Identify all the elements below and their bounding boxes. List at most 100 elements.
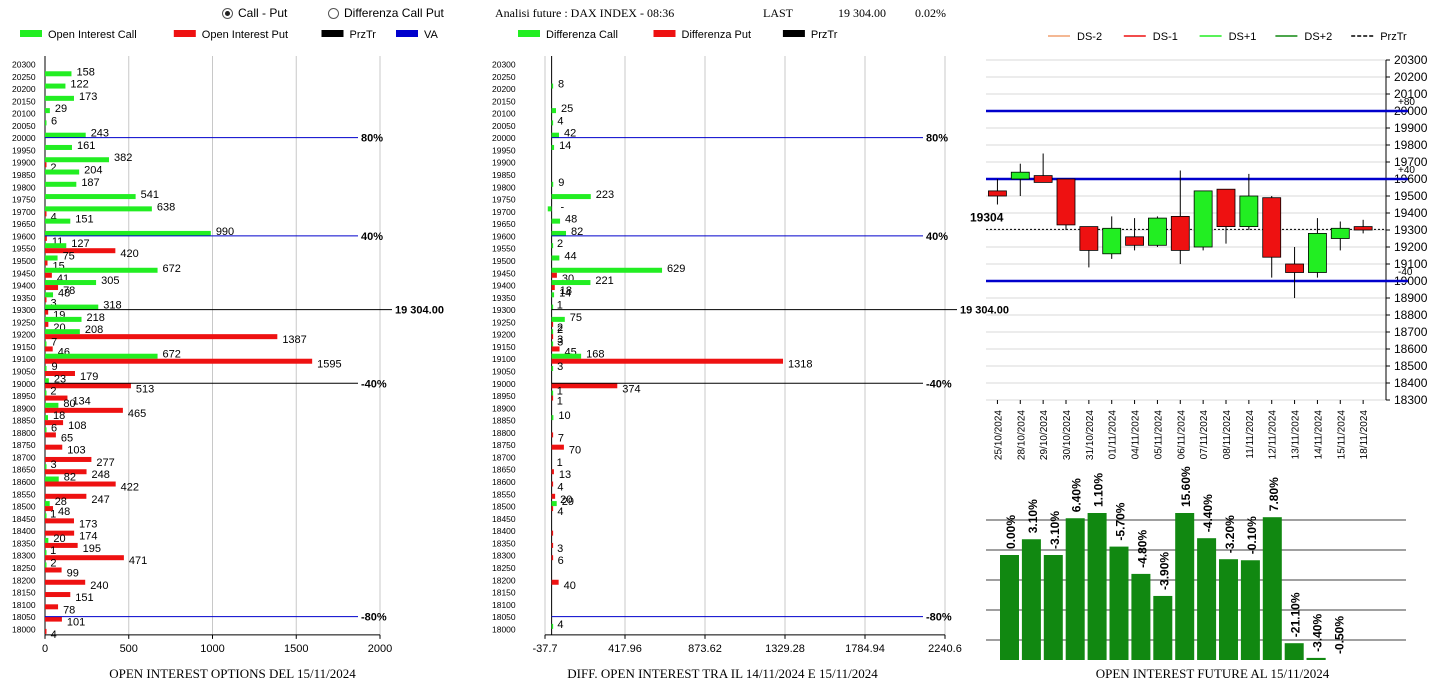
call-value-label: 28 — [55, 496, 67, 508]
strike-label: 18150 — [492, 588, 516, 598]
strike-label: 18700 — [492, 452, 516, 462]
radio-call-put[interactable]: Call - Put — [222, 6, 287, 20]
date-label: 14/11/2024 — [1313, 410, 1324, 460]
call-bar — [45, 415, 49, 421]
x-tick-label: 2240.6 — [928, 643, 962, 655]
candle-body — [1079, 226, 1099, 251]
strike-label: 19500 — [12, 256, 36, 266]
call-value-label: 151 — [75, 214, 93, 226]
call-bar — [45, 427, 47, 433]
call-bar — [45, 169, 80, 175]
y-tick-label: 19500 — [1394, 189, 1428, 203]
call-bar — [45, 329, 80, 335]
date-label: 01/11/2024 — [1108, 410, 1119, 460]
put-bar — [45, 469, 87, 475]
strike-label: 18550 — [12, 489, 36, 499]
call-bar — [45, 194, 136, 200]
marker-label: -40% — [361, 378, 387, 390]
strike-label: 19950 — [12, 145, 36, 155]
radio-selected-icon[interactable] — [222, 8, 233, 19]
strike-label: 19650 — [492, 219, 516, 229]
y-tick-label: 19300 — [1394, 223, 1428, 237]
strike-label: 19750 — [12, 195, 36, 205]
strike-label: 19550 — [12, 244, 36, 254]
put-value-label: 103 — [67, 445, 85, 457]
strike-label: 18550 — [492, 489, 516, 499]
put-value-label: 2 — [50, 162, 56, 174]
put-bar — [551, 272, 557, 278]
legend-label-0: Differenza Call — [546, 29, 618, 41]
candle-body — [1353, 226, 1373, 231]
put-bar — [45, 248, 116, 254]
strike-label: 19600 — [492, 231, 516, 241]
strike-label: 18300 — [492, 551, 516, 561]
call-bar — [551, 194, 591, 200]
call-bar — [551, 255, 560, 261]
put-value-label: 20 — [560, 494, 572, 506]
put-value-label: 247 — [91, 494, 109, 506]
oi-value-label: -0.50% — [1333, 616, 1347, 654]
price-label: 19304 — [970, 210, 1004, 224]
strike-label: 19750 — [492, 195, 516, 205]
date-label: 06/11/2024 — [1176, 410, 1187, 460]
open-interest-chart: Open Interest Call Open Interest Put PrzTr… — [12, 29, 444, 655]
strike-label: 18350 — [12, 538, 36, 548]
call-value-label: 1 — [50, 545, 56, 557]
strike-label: 18200 — [492, 575, 516, 585]
put-bar — [45, 628, 47, 634]
call-bar — [45, 218, 71, 224]
call-bar — [45, 144, 72, 150]
call-value-label: 208 — [85, 324, 103, 336]
strike-label: 20300 — [12, 60, 36, 70]
date-label: 07/11/2024 — [1199, 410, 1210, 460]
legend-label-3: DS+2 — [1304, 31, 1332, 43]
strike-label: 18500 — [12, 502, 36, 512]
call-value-label: 1 — [557, 300, 563, 312]
oi-bar — [1131, 573, 1151, 660]
strike-label: 18850 — [492, 416, 516, 426]
oi-value-label: 1.10% — [1092, 473, 1106, 507]
strike-label: 18350 — [492, 538, 516, 548]
call-value-label: 20 — [53, 533, 65, 545]
radio-differenza[interactable]: Differenza Call Put — [328, 6, 444, 20]
put-bar — [45, 162, 47, 168]
put-bar — [551, 506, 554, 512]
legend-swatch-0 — [518, 30, 540, 37]
call-value-label: 629 — [667, 263, 685, 275]
put-value-label: 1318 — [788, 359, 812, 371]
x-tick-label: 417.96 — [608, 643, 642, 655]
candle-body — [1102, 227, 1122, 255]
call-bar — [45, 108, 50, 114]
put-bar — [551, 334, 554, 340]
put-bar — [551, 542, 554, 548]
put-bar — [45, 407, 123, 413]
call-value-label: 25 — [561, 103, 573, 115]
strike-label: 18850 — [12, 416, 36, 426]
strike-label: 18400 — [492, 526, 516, 536]
call-bar — [551, 181, 554, 187]
put-value-label: 277 — [96, 457, 114, 469]
legend-swatch-1 — [173, 30, 196, 37]
legend-label-2: PrzTr — [811, 29, 838, 41]
x-tick-label: 1500 — [284, 643, 308, 655]
oi-bar — [1065, 518, 1085, 660]
call-value-label: 2 — [557, 324, 563, 336]
oi-value-label: 0.00% — [1004, 515, 1018, 549]
put-value-label: 471 — [129, 555, 147, 567]
oi-value-label: 6.40% — [1070, 478, 1084, 512]
legend-label-3: VA — [424, 29, 439, 41]
call-value-label: 7 — [51, 336, 57, 348]
legend-swatch-2 — [321, 30, 344, 37]
candle-body — [1308, 232, 1327, 273]
y-tick-label: 20000 — [1394, 104, 1428, 118]
legend-label-0: DS-2 — [1077, 31, 1102, 43]
call-value-label: 10 — [558, 410, 570, 422]
call-bar — [551, 329, 554, 335]
date-label: 05/11/2024 — [1153, 410, 1164, 460]
strike-label: 19150 — [12, 342, 36, 352]
call-value-label: 1 — [557, 386, 563, 398]
radio-unselected-icon[interactable] — [328, 8, 339, 19]
call-bar — [45, 120, 47, 126]
legend-swatch-3 — [396, 30, 418, 37]
call-bar — [45, 378, 49, 384]
